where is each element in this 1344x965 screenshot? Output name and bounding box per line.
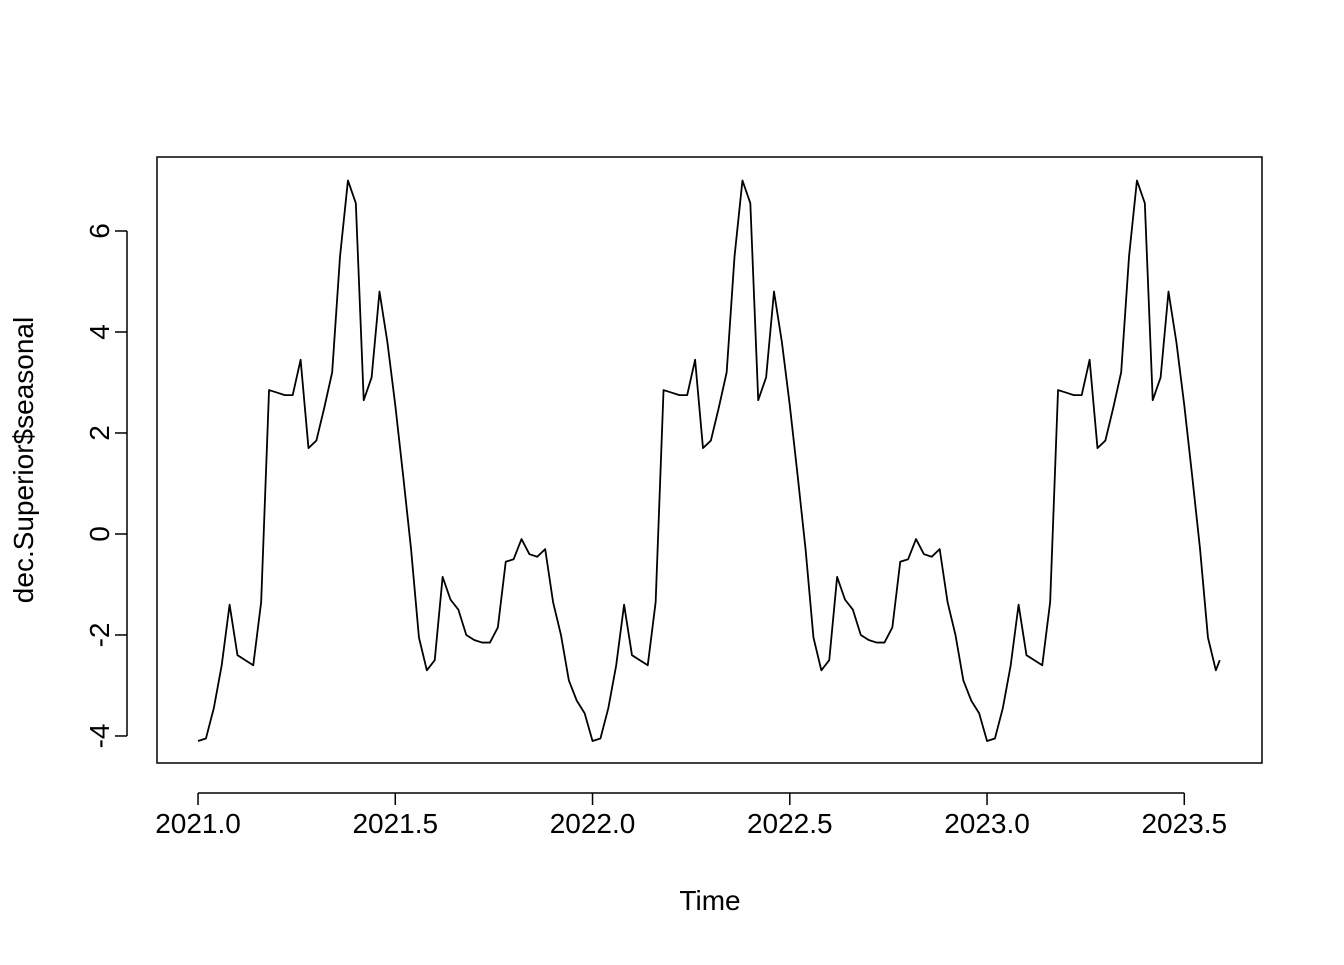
plot-box bbox=[156, 156, 1263, 764]
x-tick-label: 2023.5 bbox=[1141, 808, 1227, 839]
y-tick-label: 4 bbox=[84, 324, 115, 340]
x-tick-label: 2021.0 bbox=[155, 808, 241, 839]
x-tick-label: 2022.0 bbox=[550, 808, 636, 839]
x-axis-label: Time bbox=[679, 885, 740, 916]
y-tick-label: 0 bbox=[84, 526, 115, 542]
y-tick-label: -4 bbox=[84, 724, 115, 749]
x-tick-label: 2021.5 bbox=[352, 808, 438, 839]
series-line bbox=[197, 179, 1221, 742]
y-tick-label: -2 bbox=[84, 623, 115, 648]
y-tick-label: 2 bbox=[84, 425, 115, 441]
y-tick-label: 6 bbox=[84, 223, 115, 239]
x-tick-label: 2022.5 bbox=[747, 808, 833, 839]
y-axis-label: dec.Superior$seasonal bbox=[8, 317, 39, 603]
x-tick-label: 2023.0 bbox=[944, 808, 1030, 839]
